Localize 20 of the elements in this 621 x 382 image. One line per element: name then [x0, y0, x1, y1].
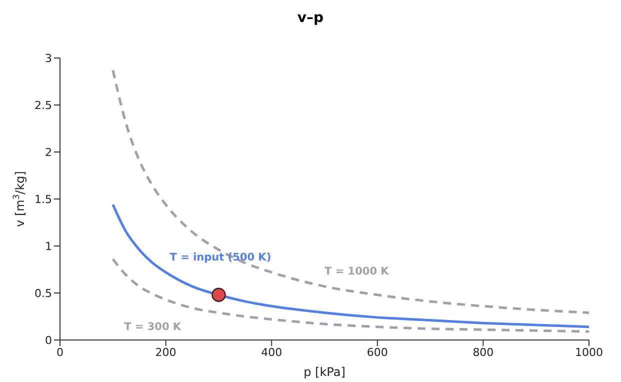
y-tick-label: 2.5: [34, 98, 52, 112]
line-series: [112, 68, 589, 314]
x-tick-label: 0: [56, 346, 64, 359]
y-tick-label: 1: [45, 240, 52, 253]
series-label: T = 300 K: [124, 320, 182, 333]
series-label: T = 1000 K: [324, 265, 390, 278]
x-tick-label: 800: [472, 346, 494, 359]
x-tick-label: 400: [261, 346, 282, 359]
x-tick-label: 200: [155, 346, 176, 359]
y-tick-label: 1.5: [34, 192, 52, 206]
x-tick-label: 600: [366, 346, 388, 359]
series-label: T = input (500 K): [170, 251, 272, 264]
y-tick-label: 0.5: [34, 286, 52, 300]
x-tick-label: 1000: [575, 346, 603, 359]
x-axis-title: p [kPa]: [304, 365, 346, 379]
y-tick-label: 2: [45, 146, 52, 159]
line-series: [112, 203, 589, 328]
y-tick-label: 3: [45, 52, 52, 65]
chart-title: v–p: [296, 9, 325, 28]
y-tick-label: 0: [45, 334, 52, 347]
